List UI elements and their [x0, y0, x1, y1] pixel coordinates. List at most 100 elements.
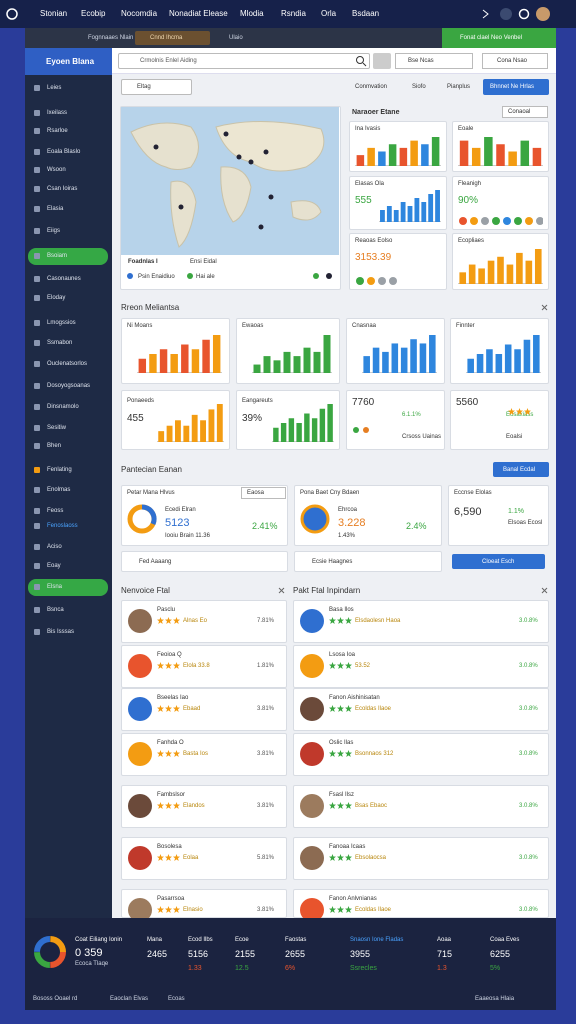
star: [157, 705, 164, 712]
nav-link[interactable]: Nonadiat Elease: [169, 9, 228, 18]
avatar-circle: [300, 697, 324, 721]
dropdown[interactable]: [502, 106, 548, 118]
menu-icon: [34, 404, 40, 410]
bar: [514, 349, 521, 373]
bar: [435, 190, 440, 222]
button[interactable]: [482, 53, 548, 69]
menu-item[interactable]: Eoay: [47, 563, 61, 569]
input-card[interactable]: [121, 551, 288, 572]
rating-stars: [329, 750, 352, 757]
menu-item[interactable]: Bis Isssas: [47, 629, 75, 635]
bar: [478, 268, 485, 284]
menu-item[interactable]: Rsarloe: [47, 128, 68, 134]
menu-item[interactable]: Feoss: [47, 508, 64, 514]
bar: [496, 144, 505, 166]
icon: [34, 110, 40, 116]
avatar: [300, 609, 324, 633]
menu-item[interactable]: Lmogssios: [47, 320, 76, 326]
menu-item[interactable]: Wsoon: [47, 167, 66, 173]
tab[interactable]: Fognnaaes Nlain: [88, 35, 134, 41]
menu-item[interactable]: Ouclenatsorlos: [47, 361, 88, 367]
avatar-circle: [300, 794, 324, 818]
nav-link[interactable]: Nocomdia: [121, 9, 158, 18]
nav-link[interactable]: Ecobip: [81, 9, 106, 18]
card-note: 1.43%: [338, 533, 356, 539]
chart-card: [121, 318, 230, 384]
menu-item[interactable]: Enolmas: [47, 487, 71, 493]
bar: [419, 343, 427, 373]
bar: [138, 358, 147, 373]
footer-link[interactable]: Eaoclan Elvas: [110, 996, 149, 1002]
tab[interactable]: Cnnd Ihcma: [150, 35, 183, 41]
card-title: Petar Mana Hlvus: [127, 490, 175, 496]
menu-icon: [34, 276, 40, 282]
avatar-circle: [128, 898, 152, 922]
card-note: Elsoas Ecosl: [508, 520, 543, 526]
menu-item[interactable]: Bsnca: [47, 607, 64, 613]
input-text: Ecsie Haagnes: [312, 559, 353, 565]
nav-link[interactable]: Bsdaan: [352, 9, 380, 18]
icon: [34, 85, 40, 91]
menu-item[interactable]: Dinsnamolo: [47, 404, 79, 410]
stat-change: 1.3: [437, 965, 447, 972]
dropdown[interactable]: [121, 79, 192, 95]
link[interactable]: Siofo: [412, 84, 426, 90]
menu-item[interactable]: Ixeilass: [47, 110, 68, 116]
primary-button[interactable]: [493, 462, 549, 477]
star: [173, 662, 180, 669]
primary-button[interactable]: [452, 554, 545, 569]
star: [173, 617, 180, 624]
menu-item[interactable]: Ssmabon: [47, 340, 73, 346]
link[interactable]: Pianplus: [447, 84, 471, 90]
menu-item[interactable]: Eloday: [47, 295, 66, 301]
dropdown[interactable]: [241, 487, 286, 499]
menu-item[interactable]: Csan Ioiras: [47, 186, 78, 192]
menu-item[interactable]: Eoala Blaslo: [47, 149, 81, 155]
ring: [141, 504, 157, 526]
nav-link[interactable]: Mlodia: [240, 9, 264, 18]
icon-button[interactable]: [373, 53, 391, 69]
status-dot: [459, 217, 467, 225]
link[interactable]: Conmvation: [355, 84, 388, 90]
banner: [442, 28, 556, 48]
dot: [326, 273, 332, 279]
primary-button[interactable]: [483, 79, 549, 95]
menu-icon: [34, 149, 40, 155]
nav-link[interactable]: Rsndia: [281, 9, 306, 18]
menu-item[interactable]: Elsna: [47, 584, 63, 590]
avatar-circle: [128, 846, 152, 870]
menu-item[interactable]: Bhen: [47, 443, 62, 449]
bar: [323, 335, 331, 373]
menu-item[interactable]: Casonaunes: [47, 276, 81, 282]
nav-link[interactable]: Orla: [321, 9, 337, 18]
footer-link[interactable]: Bososs Ooael rd: [33, 996, 78, 1002]
footer-link[interactable]: Ecoas: [168, 996, 185, 1002]
rating-stars: [157, 802, 180, 809]
menu-icon: [34, 523, 40, 529]
star: [173, 906, 180, 913]
menu-item[interactable]: Eiigs: [47, 228, 61, 234]
star: [337, 662, 344, 669]
tab[interactable]: Ulaio: [229, 35, 243, 41]
menu-item[interactable]: Dosoyogsoanas: [47, 383, 91, 389]
menu-item[interactable]: Sesitiw: [47, 425, 67, 431]
input-card[interactable]: [294, 551, 442, 572]
menu-item[interactable]: Fenlating: [47, 467, 72, 473]
menu-item[interactable]: Bsoiam: [47, 253, 68, 259]
menu-item[interactable]: Aciso: [47, 544, 62, 550]
menu-item[interactable]: Elasia: [47, 206, 64, 212]
menu-item[interactable]: Fenoslaoss: [47, 523, 78, 529]
footer-link[interactable]: Eaaeosa Hlaia: [475, 996, 515, 1002]
star: [345, 802, 352, 809]
row-value: 3.0.8%: [519, 907, 538, 913]
bar: [506, 264, 514, 284]
bar: [149, 354, 157, 373]
nav-link[interactable]: Stonian: [40, 9, 68, 18]
avatar-circle: [300, 846, 324, 870]
input[interactable]: [395, 53, 473, 69]
bar: [484, 137, 493, 166]
bar: [166, 425, 173, 442]
card-value: 3153.39: [355, 252, 392, 263]
search-box[interactable]: [118, 53, 370, 69]
menu-item[interactable]: Leies: [47, 85, 62, 91]
